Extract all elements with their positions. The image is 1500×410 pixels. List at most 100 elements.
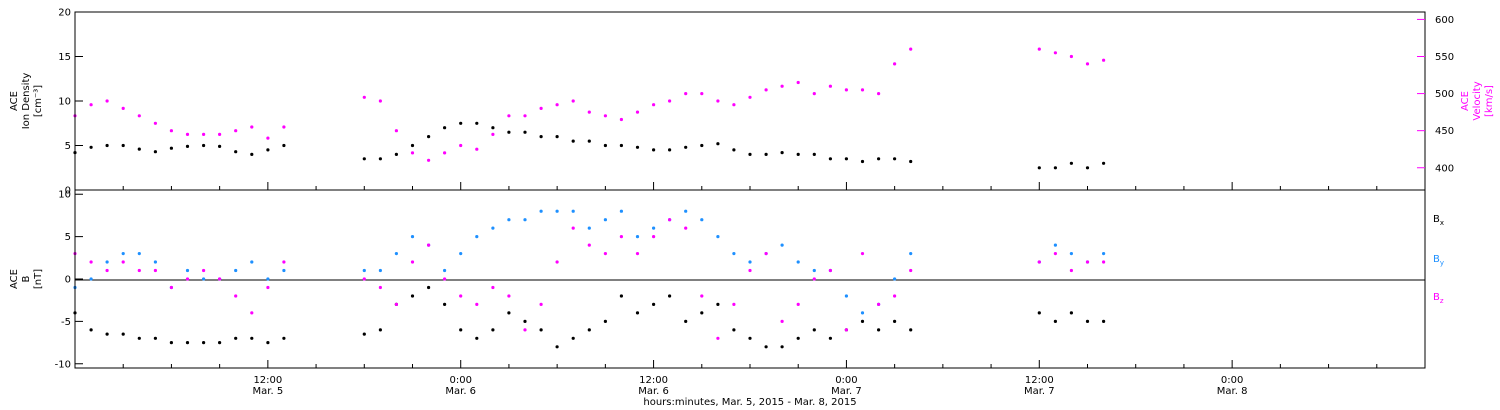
by-point <box>1102 252 1106 256</box>
velocity-point <box>780 84 784 88</box>
bx-point <box>169 341 173 345</box>
density-point <box>169 146 173 150</box>
x-tick-date: Mar. 6 <box>638 386 669 397</box>
bx-point <box>828 336 833 340</box>
by-point <box>105 260 109 264</box>
bx-point <box>427 285 431 290</box>
bx-point <box>571 336 575 340</box>
velocity-point <box>523 114 527 118</box>
bz-point <box>909 268 913 273</box>
by-point <box>491 226 495 230</box>
by-point <box>909 252 913 256</box>
top-left-label-line-3: [cm⁻³] <box>33 85 44 117</box>
bx-point <box>1069 311 1073 315</box>
y-right-tick-label: 450 <box>1435 126 1454 137</box>
velocity-point <box>427 158 431 162</box>
bz-point <box>105 268 109 273</box>
bx-point <box>893 319 897 323</box>
velocity-point <box>652 103 656 107</box>
density-point <box>909 159 913 164</box>
bx-point <box>812 328 816 332</box>
bx-point <box>266 341 270 345</box>
bottom-left-label-line-3: [nT] <box>33 269 44 289</box>
top-panel: 0 5 10 15 20 400 450 500 550 600 ACE Ion Density… <box>9 8 1495 197</box>
density-point <box>1053 166 1057 170</box>
bx-point <box>89 328 93 332</box>
y-right-tick-label: 600 <box>1435 15 1454 26</box>
velocity-point <box>394 129 398 133</box>
by-point <box>1069 252 1073 256</box>
bz-point <box>491 285 495 290</box>
bx-point <box>137 336 141 340</box>
bz-point <box>282 260 286 264</box>
density-point <box>362 157 366 161</box>
bz-point <box>1102 260 1106 264</box>
density-point <box>234 150 238 154</box>
by-point <box>555 209 559 213</box>
bz-point <box>410 260 415 264</box>
density-point <box>539 135 543 139</box>
by-point <box>1053 243 1057 247</box>
velocity-point <box>266 136 270 140</box>
density-point <box>652 148 656 152</box>
top-points <box>73 47 1106 170</box>
by-point <box>250 260 254 264</box>
velocity-point <box>378 99 382 103</box>
legend-bz: Bz <box>1433 292 1444 305</box>
density-point <box>877 157 881 161</box>
velocity-point <box>909 47 913 51</box>
by-point <box>539 209 543 213</box>
bz-point <box>394 302 398 306</box>
bx-point <box>635 311 640 315</box>
bottom-left-label-line-2: B <box>21 275 32 282</box>
velocity-point <box>619 117 624 122</box>
bx-point <box>716 302 720 306</box>
legend-bx: Bx <box>1433 214 1444 227</box>
velocity-point <box>812 92 816 96</box>
velocity-point <box>89 103 93 107</box>
velocity-point <box>121 106 125 110</box>
velocity-point <box>105 99 109 103</box>
velocity-point <box>1037 47 1041 51</box>
by-point <box>282 268 286 273</box>
bx-point <box>732 328 736 332</box>
density-point <box>185 144 190 148</box>
by-point <box>523 218 527 222</box>
bx-point <box>410 294 415 298</box>
density-point <box>394 152 398 156</box>
velocity-point <box>700 92 704 96</box>
bz-point <box>507 294 511 298</box>
by-point <box>410 235 415 239</box>
bz-point <box>459 294 463 298</box>
density-point <box>796 152 800 156</box>
bx-point <box>1053 319 1057 323</box>
bz-point <box>378 285 382 290</box>
velocity-point <box>234 129 238 133</box>
y-tick-label: 15 <box>58 52 71 63</box>
by-point <box>362 268 366 273</box>
top-left-label-line-2: Ion Density <box>21 73 32 130</box>
bx-point <box>1085 319 1090 323</box>
bottom-panel-frame <box>74 189 1426 369</box>
density-point <box>828 157 833 161</box>
velocity-point <box>443 151 447 155</box>
by-point <box>153 260 157 264</box>
bz-point <box>443 277 447 281</box>
bz-point <box>362 277 366 281</box>
bz-point <box>684 226 688 230</box>
bz-point <box>732 302 736 306</box>
bx-point <box>523 319 527 323</box>
velocity-point <box>459 143 463 148</box>
bz-point <box>796 302 800 306</box>
by-point <box>475 235 479 239</box>
bx-point <box>652 302 656 306</box>
velocity-point <box>491 132 495 136</box>
velocity-point <box>764 88 768 92</box>
bx-point <box>443 302 447 306</box>
velocity-point <box>668 99 672 103</box>
bz-point <box>539 302 543 306</box>
y-tick-label: 10 <box>58 97 71 108</box>
top-right-axis: 400 450 500 550 600 <box>1417 15 1454 174</box>
bx-point <box>780 345 784 349</box>
bx-point <box>539 328 543 332</box>
